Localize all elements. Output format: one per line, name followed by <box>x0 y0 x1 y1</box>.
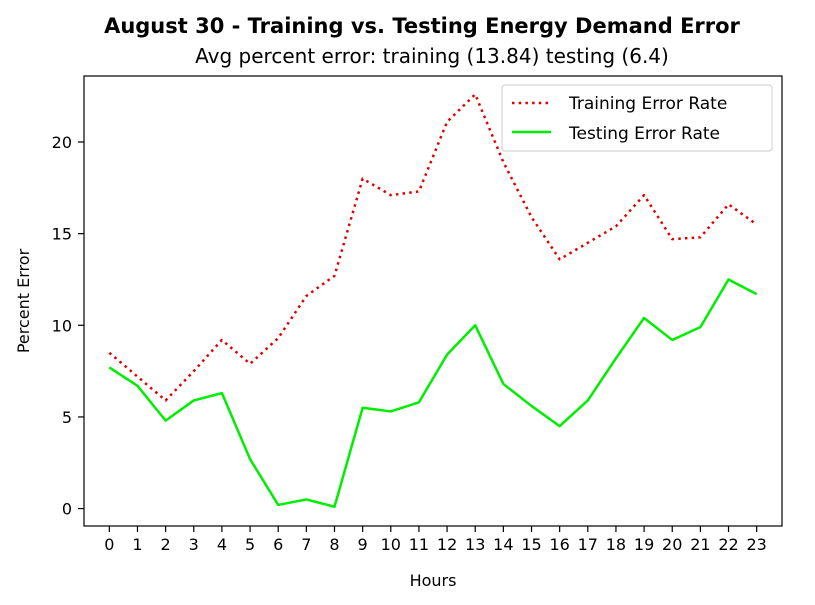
x-tick-label: 6 <box>273 535 283 554</box>
series-line-testing <box>108 278 758 508</box>
x-tick-label: 22 <box>718 535 738 554</box>
y-axis: 0 5 10 15 20 <box>52 133 84 519</box>
x-axis: 0 1 2 3 4 5 6 7 8 9 10 11 12 13 14 15 16 17 18 19 20 21 22 23 <box>104 526 767 554</box>
y-tick-label: 10 <box>52 316 72 335</box>
y-axis-label: Percent Error <box>14 248 33 353</box>
x-tick-label: 19 <box>634 535 654 554</box>
legend-label-training: Training Error Rate <box>568 94 727 114</box>
series-line-training <box>108 93 758 402</box>
x-tick-label: 5 <box>245 535 255 554</box>
x-tick-label: 17 <box>578 535 598 554</box>
x-tick-label: 11 <box>409 535 429 554</box>
legend-box <box>501 84 773 152</box>
x-tick-label: 9 <box>358 535 368 554</box>
x-tick-label: 14 <box>493 535 513 554</box>
y-tick-label: 5 <box>62 408 72 427</box>
x-tick-label: 0 <box>104 535 114 554</box>
x-tick-label: 16 <box>549 535 569 554</box>
y-tick-label: 20 <box>52 133 72 152</box>
x-tick-label: 4 <box>217 535 227 554</box>
y-tick-label: 15 <box>52 225 72 244</box>
legend-label-testing: Testing Error Rate <box>568 124 720 144</box>
x-tick-label: 10 <box>381 535 401 554</box>
x-tick-label: 18 <box>606 535 626 554</box>
chart-title: August 30 - Training vs. Testing Energy … <box>104 14 740 38</box>
x-tick-label: 7 <box>301 535 311 554</box>
x-tick-label: 3 <box>189 535 199 554</box>
x-tick-label: 1 <box>132 535 142 554</box>
x-tick-label: 13 <box>465 535 485 554</box>
series-layer <box>108 93 758 508</box>
x-tick-label: 15 <box>521 535 541 554</box>
x-tick-label: 20 <box>662 535 682 554</box>
x-tick-label: 8 <box>329 535 339 554</box>
x-tick-label: 2 <box>161 535 171 554</box>
x-axis-label: Hours <box>410 571 457 590</box>
y-tick-label: 0 <box>62 500 72 519</box>
x-tick-label: 21 <box>690 535 710 554</box>
legend: Training Error Rate Testing Error Rate <box>501 84 773 152</box>
plot-area-frame <box>83 75 783 527</box>
x-tick-label: 23 <box>746 535 766 554</box>
chart-subtitle: Avg percent error: training (13.84) test… <box>195 44 669 68</box>
x-tick-label: 12 <box>437 535 457 554</box>
